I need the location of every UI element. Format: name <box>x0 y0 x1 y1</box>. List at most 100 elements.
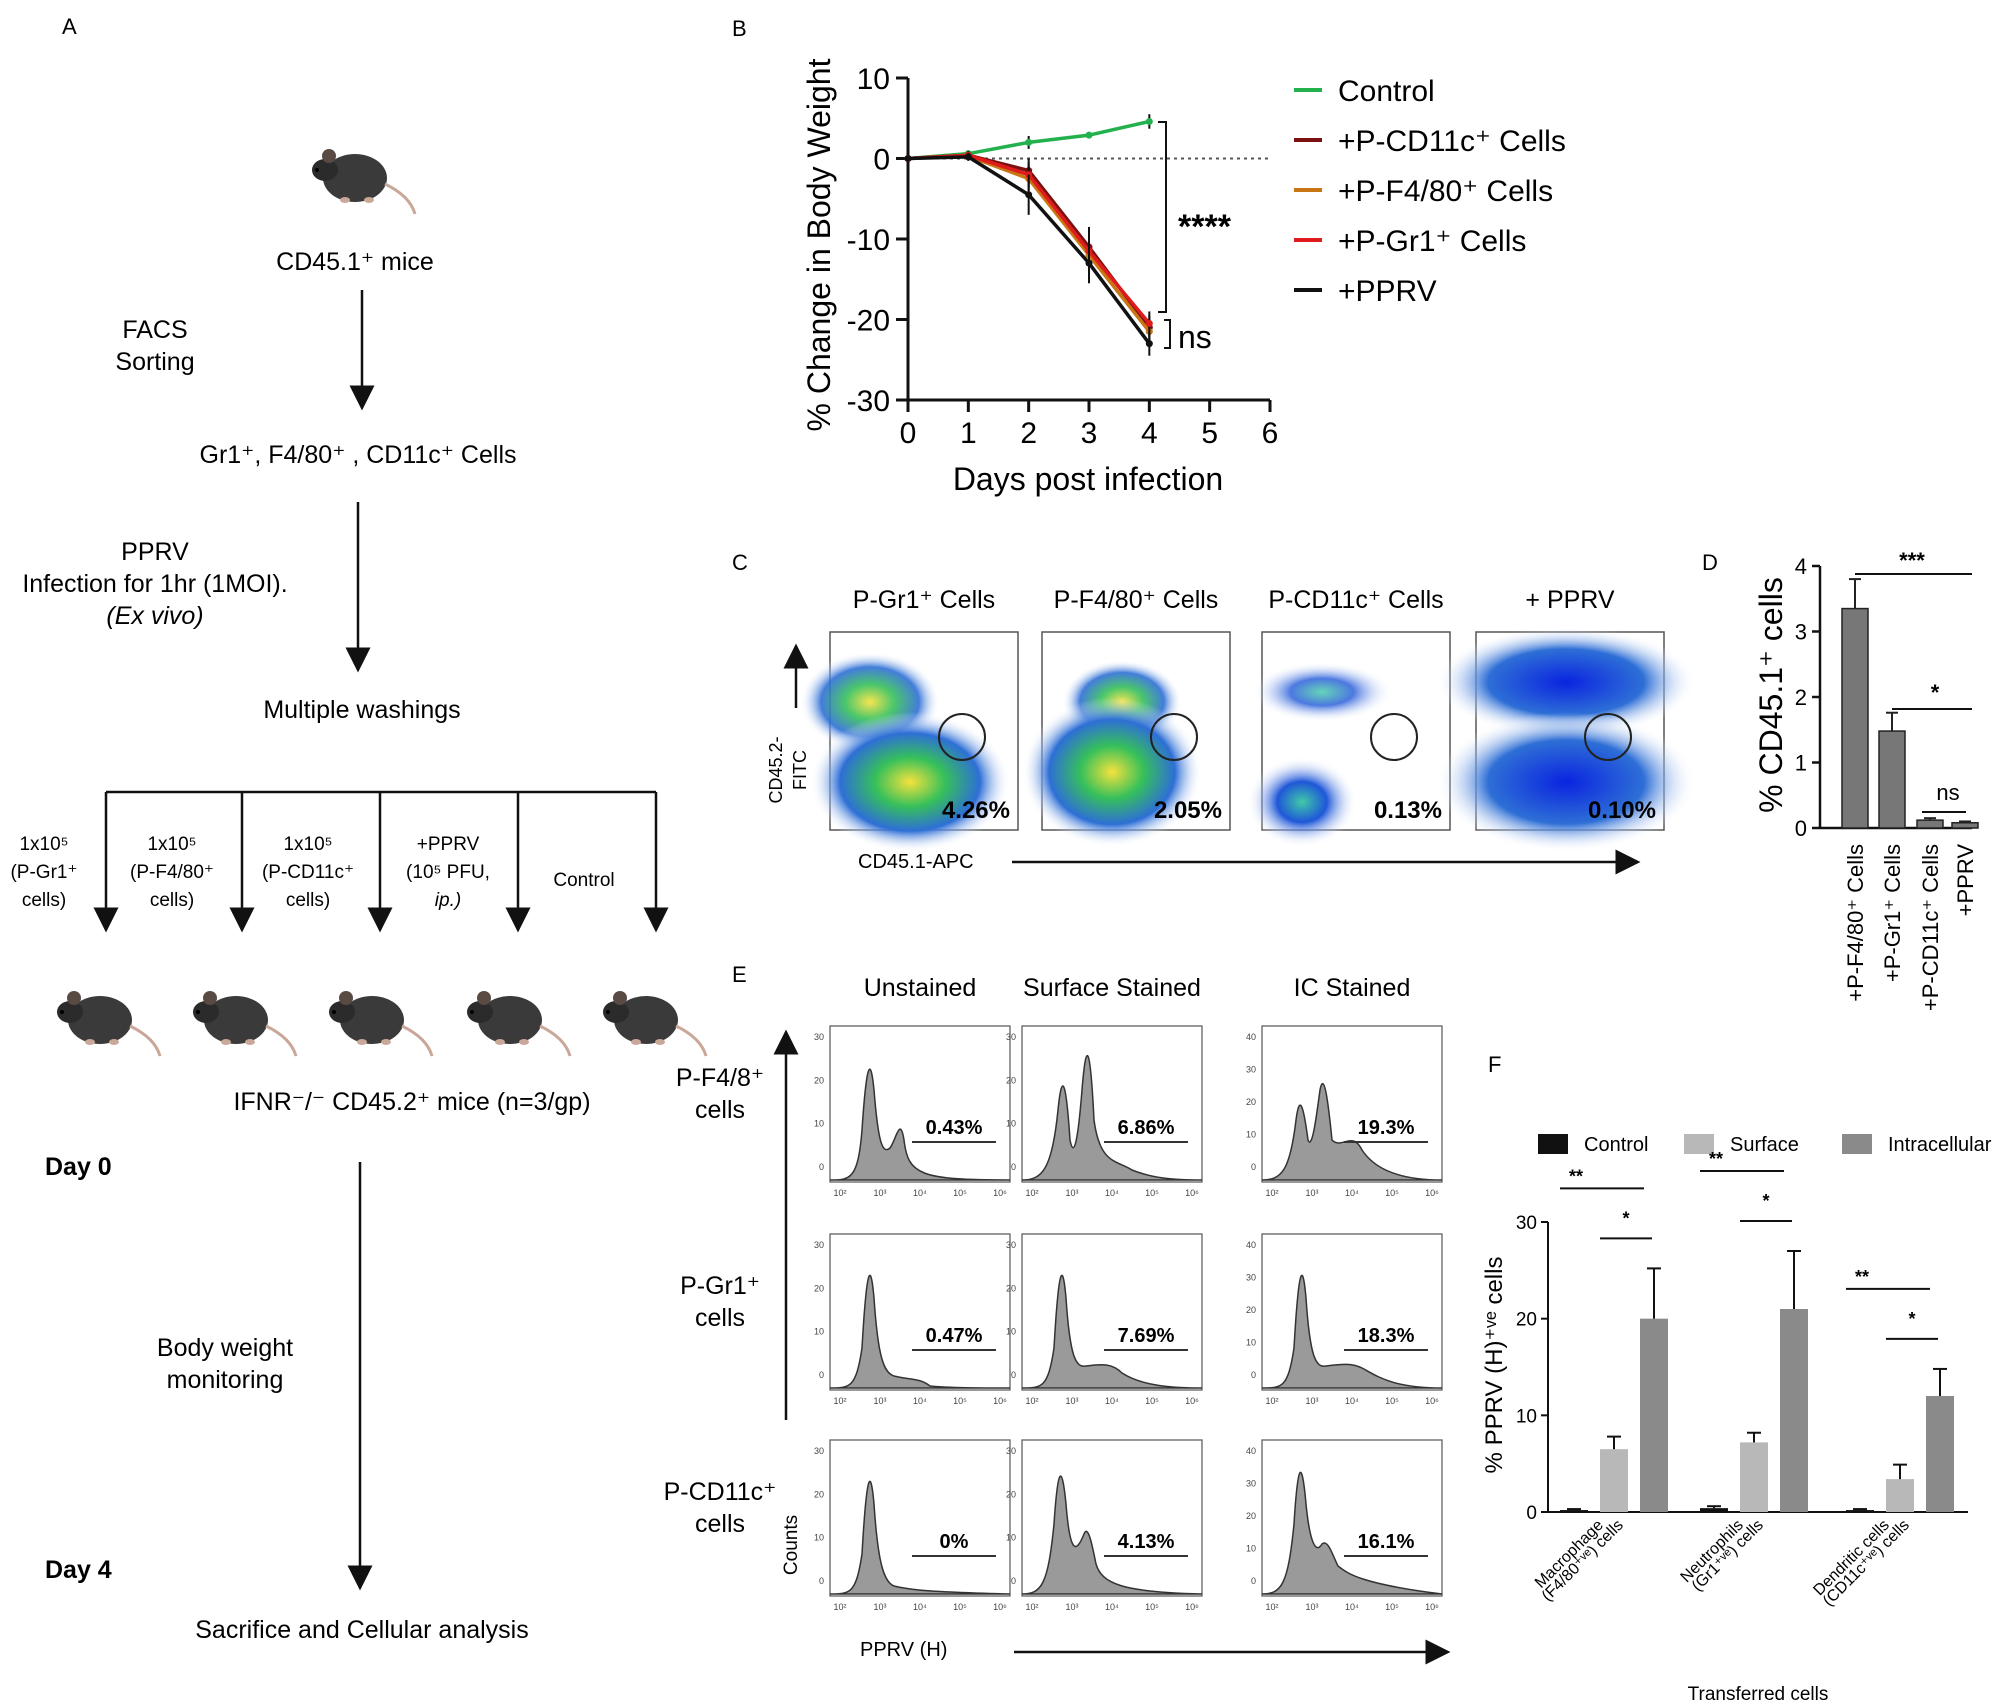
e-row-label: cells <box>695 1096 745 1124</box>
b-xtick-label: 3 <box>1081 417 1098 450</box>
group-1-line1: 1x10⁵ <box>147 834 196 855</box>
b-point <box>1145 117 1153 125</box>
c-gate-percent: 0.10% <box>1588 797 1656 824</box>
e-xtick-label: 10⁶ <box>1185 1188 1199 1198</box>
d-category-label: +PPRV <box>1953 844 1978 917</box>
d-ylabel: % CD45.1⁺ cells <box>1753 577 1789 813</box>
e-xtick-label: 10³ <box>1305 1396 1318 1406</box>
b-xtick-label: 1 <box>960 417 977 450</box>
e-histogram <box>1261 1471 1443 1595</box>
e-histogram <box>1261 1274 1443 1389</box>
e-xtick-label: 10² <box>1025 1602 1038 1612</box>
e-hist-frame <box>829 1025 1011 1183</box>
f-sig-label-2: * <box>1762 1191 1769 1211</box>
b-legend-label: +P-CD11c⁺ Cells <box>1338 125 1566 158</box>
group-1-line2: (P-F4/80⁺ <box>130 862 214 883</box>
e-xtick-label: 10⁴ <box>913 1396 927 1406</box>
d-bar <box>1841 607 1869 829</box>
b-legend-label: Control <box>1338 75 1435 108</box>
d-bar <box>1878 730 1906 829</box>
b-bracket-1 <box>1158 121 1167 313</box>
f-sig-label-1: ** <box>1709 1149 1723 1169</box>
e-xtick-label: 10⁵ <box>953 1602 967 1612</box>
c-gate <box>1584 713 1632 761</box>
d-ytick-label: 1 <box>1795 751 1807 776</box>
e-ytick-label: 0 <box>1011 1576 1016 1586</box>
group-0-line3: cells) <box>22 890 66 911</box>
e-histogram <box>1261 1082 1443 1181</box>
recipient-mouse-icon <box>465 989 572 1058</box>
e-xaxis-label: PPRV (H) <box>860 1639 947 1661</box>
c-plot-title: P-CD11c⁺ Cells <box>1268 586 1443 614</box>
f-bar <box>1780 1309 1808 1512</box>
e-xtick-label: 10⁵ <box>1145 1396 1159 1406</box>
e-ytick-label: 20 <box>1246 1097 1256 1107</box>
e-ytick-label: 30 <box>1006 1446 1016 1456</box>
e-xtick-label: 10⁴ <box>1345 1396 1359 1406</box>
f-sig-label-2: * <box>1622 1208 1629 1228</box>
e-ytick-label: 0 <box>1251 1576 1256 1586</box>
panel-e: E Unstained Surface Stained IC Stained P-F4… <box>664 962 1451 1665</box>
infection-title: PPRV <box>121 538 189 566</box>
panel-b-label: B <box>732 16 747 41</box>
b-sig-stars: **** <box>1178 208 1232 246</box>
c-density-blob <box>1436 712 1696 852</box>
recipients-label: IFNR⁻/⁻ CD45.2⁺ mice (n=3/gp) <box>233 1088 590 1116</box>
e-xtick-label: 10⁶ <box>1425 1188 1439 1198</box>
b-legend-label: +P-Gr1⁺ Cells <box>1338 225 1526 258</box>
d-sig-label-3: ns <box>1936 780 1959 805</box>
c-gate <box>1370 713 1418 761</box>
e-xtick-label: 10² <box>833 1188 846 1198</box>
c-gate-percent: 4.26% <box>942 797 1010 824</box>
e-ytick-label: 20 <box>1246 1305 1256 1315</box>
panel-f: F Control Surface Intracellular % PPRV (H)… <box>1481 1052 1992 1705</box>
b-point <box>1145 320 1153 328</box>
group-arrows <box>93 792 669 933</box>
group-2-line2: (P-CD11c⁺ <box>262 862 354 883</box>
recipient-mouse-icon <box>191 989 298 1058</box>
monitoring-label-2: monitoring <box>167 1366 284 1394</box>
e-xtick-label: 10⁶ <box>1425 1396 1439 1406</box>
e-ytick-label: 20 <box>814 1283 824 1293</box>
f-legend-swatch <box>1842 1134 1872 1154</box>
e-ytick-label: 30 <box>1246 1479 1256 1489</box>
e-hist-frame <box>829 1439 1011 1597</box>
f-legend-swatch <box>1538 1134 1568 1154</box>
e-gate-percent: 0.47% <box>926 1325 983 1347</box>
e-xtick-label: 10⁴ <box>1345 1602 1359 1612</box>
f-bar <box>1926 1396 1954 1512</box>
d-bar <box>1951 822 1979 829</box>
e-xtick-label: 10² <box>833 1396 846 1406</box>
e-histogram <box>829 1068 1011 1181</box>
b-xtick-label: 0 <box>900 417 917 450</box>
f-ytick-label: 20 <box>1516 1310 1537 1331</box>
b-point <box>964 153 972 161</box>
e-row-label: cells <box>695 1304 745 1332</box>
d-bar <box>1916 819 1944 829</box>
panel-d: D % CD45.1⁺ cells 4 3 2 1 0 +P-F4/80⁺ Cells +P… <box>1702 548 1979 1011</box>
e-histogram <box>1021 1054 1203 1181</box>
donor-mice-label: CD45.1⁺ mice <box>276 248 434 276</box>
b-plot: 10 0 -10 -20 -30 0 1 2 3 4 5 6 <box>847 63 1279 450</box>
day4-label: Day 4 <box>45 1556 112 1584</box>
b-xtick-label: 4 <box>1141 417 1158 450</box>
c-plot-title: P-Gr1⁺ Cells <box>853 586 995 614</box>
c-density-blob <box>1022 697 1202 847</box>
e-ytick-label: 20 <box>1006 1489 1016 1499</box>
sorting-label: Sorting <box>115 348 194 376</box>
group-0-line2: (P-Gr1⁺ <box>10 862 77 883</box>
e-ytick-label: 20 <box>1246 1511 1256 1521</box>
e-gate-percent: 18.3% <box>1358 1325 1415 1347</box>
recipient-mouse-icon <box>327 989 434 1058</box>
e-xtick-label: 10⁵ <box>1145 1602 1159 1612</box>
b-ytick-label: -10 <box>847 224 890 257</box>
e-xtick-label: 10⁵ <box>1385 1396 1399 1406</box>
washings-label: Multiple washings <box>263 696 460 724</box>
c-yaxis-2: FITC <box>790 750 810 790</box>
e-ytick-label: 10 <box>1246 1338 1256 1348</box>
b-legend-label: +PPRV <box>1338 275 1437 308</box>
e-ytick-label: 0 <box>819 1370 824 1380</box>
final-step-label: Sacrifice and Cellular analysis <box>195 1616 528 1644</box>
f-bar <box>1600 1449 1628 1512</box>
